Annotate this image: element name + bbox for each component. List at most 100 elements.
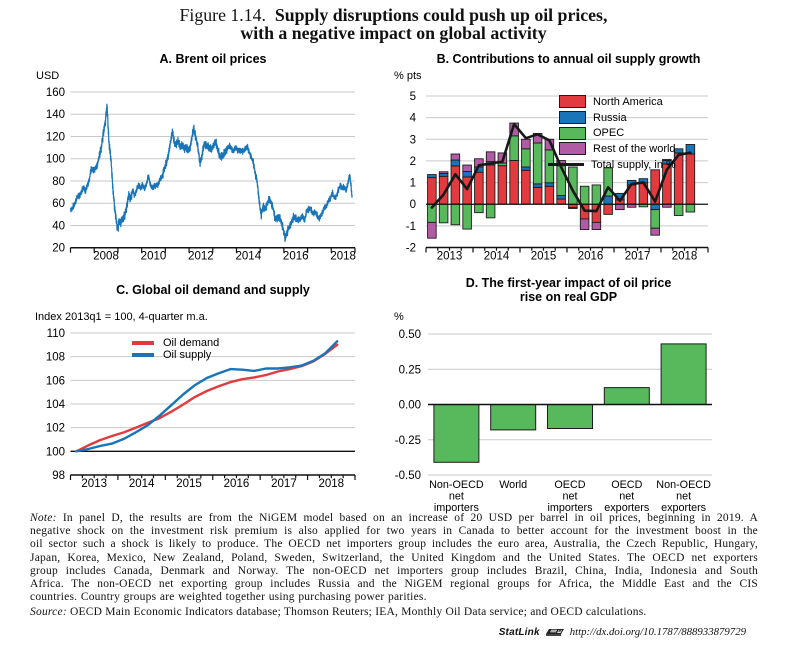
panel-a-title: A. Brent oil prices	[159, 52, 267, 66]
gdp-impact-bar	[660, 343, 707, 405]
stacked-bar-segment	[427, 177, 437, 205]
note-line: countries. Country groups are weighted t…	[30, 591, 427, 604]
stacked-bar-segment	[615, 203, 625, 211]
statlink-url: http://dx.doi.org/10.1787/888933879729	[569, 626, 746, 638]
note-text: In panel D, the results are from the NiG…	[62, 512, 758, 524]
stacked-bar-segment	[662, 158, 672, 161]
stacked-bar-segment	[438, 203, 449, 224]
x-category-label: exporters	[661, 502, 707, 514]
stacked-bar-segment	[544, 185, 555, 205]
stacked-bar-segment	[532, 142, 543, 185]
y-tick-label: 20	[52, 243, 65, 255]
y-tick-label: 3	[410, 134, 416, 146]
gdp-impact-bar	[547, 404, 593, 429]
y-tick-label: -2	[406, 243, 416, 255]
x-category-label: net	[449, 491, 464, 503]
stacked-bar-segment	[591, 221, 602, 230]
figure-title: Figure 1.14. Supply disruptions could pu…	[0, 6, 787, 42]
x-tick-label: 2015	[531, 250, 557, 262]
stacked-bar-segment	[509, 135, 519, 161]
statlink-icon	[545, 629, 564, 636]
x-tick-label: 2017	[271, 478, 297, 490]
panel-d-title: D. The first-year impact of oil price ri…	[420, 276, 717, 304]
figure-title-line1: Figure 1.14. Supply disruptions could pu…	[0, 6, 787, 24]
x-category-label: net	[619, 491, 634, 503]
stacked-bar-segment	[603, 203, 613, 215]
stacked-bar-segment	[685, 153, 696, 205]
y-tick-label: 104	[46, 399, 66, 411]
panel-c-legend: Oil demand Oil supply	[132, 337, 219, 361]
stacked-bar-segment	[450, 165, 461, 205]
stacked-bar-segment	[603, 195, 613, 205]
x-category-label: Non-OECD	[656, 479, 711, 491]
x-category-label: exporters	[604, 502, 650, 514]
legend-item: Oil supply	[132, 349, 219, 361]
legend-item: Oil demand	[132, 337, 219, 349]
panel-b-title: B. Contributions to annual oil supply gr…	[436, 52, 701, 66]
panel-d-title-line2: rise on real GDP	[519, 290, 618, 304]
stacked-bar-segment	[427, 174, 437, 179]
stacked-bar-segment	[650, 227, 660, 236]
panel-d-title-line1: D. The first-year impact of oil price	[465, 276, 672, 290]
x-tick-label: 2018	[672, 250, 698, 262]
y-tick-label: 4	[410, 113, 417, 125]
x-category-label: net	[676, 491, 691, 503]
stacked-bar-segment	[474, 203, 484, 214]
source-text: OECD Main Economic Indicators database; …	[70, 606, 647, 618]
source-line: Source: OECD Main Economic Indicators da…	[30, 606, 647, 619]
x-category-label: net	[562, 491, 577, 503]
x-tick-label: 2015	[176, 478, 202, 490]
x-tick-label: 2013	[437, 250, 463, 262]
panel-b-legend: North America Russia OPEC Rest of the world…	[548, 94, 676, 172]
stacked-bar-segment	[438, 171, 449, 174]
y-tick-label: -1	[406, 221, 416, 233]
note-line: Note: In panel D, the results are from t…	[30, 512, 758, 525]
gdp-impact-bar	[433, 404, 480, 463]
stacked-bar-segment	[462, 171, 472, 178]
x-category-label: importers	[434, 502, 480, 514]
note-line: group includes Canada, Denmark and Norwa…	[30, 564, 758, 577]
x-tick-label: 2010	[141, 251, 167, 263]
panel-d-unit-label: %	[394, 311, 404, 323]
note-line: Africa. The non-OECD net exporting group…	[30, 578, 758, 591]
y-tick-label: -0.50	[395, 470, 421, 482]
legend-swatch	[559, 142, 586, 156]
stacked-bar-segment	[450, 203, 461, 226]
legend-label: Oil demand	[163, 337, 220, 349]
x-tick-label: 2016	[578, 250, 604, 262]
stacked-bar-segment	[673, 148, 684, 154]
stacked-bar-segment	[485, 151, 496, 163]
y-tick-label: 120	[46, 131, 65, 143]
legend-swatch	[132, 341, 154, 345]
x-category-label: OECD	[611, 479, 642, 491]
x-tick-label: 2018	[330, 251, 356, 263]
y-tick-label: 0.50	[399, 329, 421, 341]
legend-item: North America	[559, 94, 676, 110]
y-tick-label: 160	[46, 87, 65, 99]
note-line: Japan, Korea, Mexico, New Zealand, Polan…	[30, 551, 758, 564]
stacked-bar-segment	[532, 183, 543, 188]
stacked-bar-segment	[579, 185, 590, 205]
legend-swatch	[559, 95, 586, 109]
x-tick-label: 2013	[81, 478, 107, 490]
x-category-label: World	[499, 479, 527, 491]
statlink-line: StatLink http://dx.doi.org/10.1787/88893…	[300, 626, 746, 638]
legend-label: Russia	[593, 111, 627, 124]
y-tick-label: 80	[52, 176, 65, 188]
stacked-bar-segment	[497, 165, 508, 205]
stacked-bar-segment	[556, 195, 566, 200]
panel-a-unit-label: USD	[36, 70, 60, 82]
y-tick-label: 60	[52, 198, 65, 210]
stacked-bar-segment	[532, 186, 543, 205]
gdp-impact-bar	[603, 387, 650, 406]
stacked-bar-segment	[450, 159, 461, 167]
stacked-bar-segment	[485, 164, 496, 205]
stacked-bar-segment	[521, 148, 531, 168]
x-tick-label: 2018	[318, 478, 344, 490]
stacked-bar-segment	[427, 221, 437, 239]
gdp-impact-bar	[490, 404, 537, 431]
y-tick-label: 100	[46, 154, 65, 166]
x-tick-label: 2016	[224, 478, 250, 490]
